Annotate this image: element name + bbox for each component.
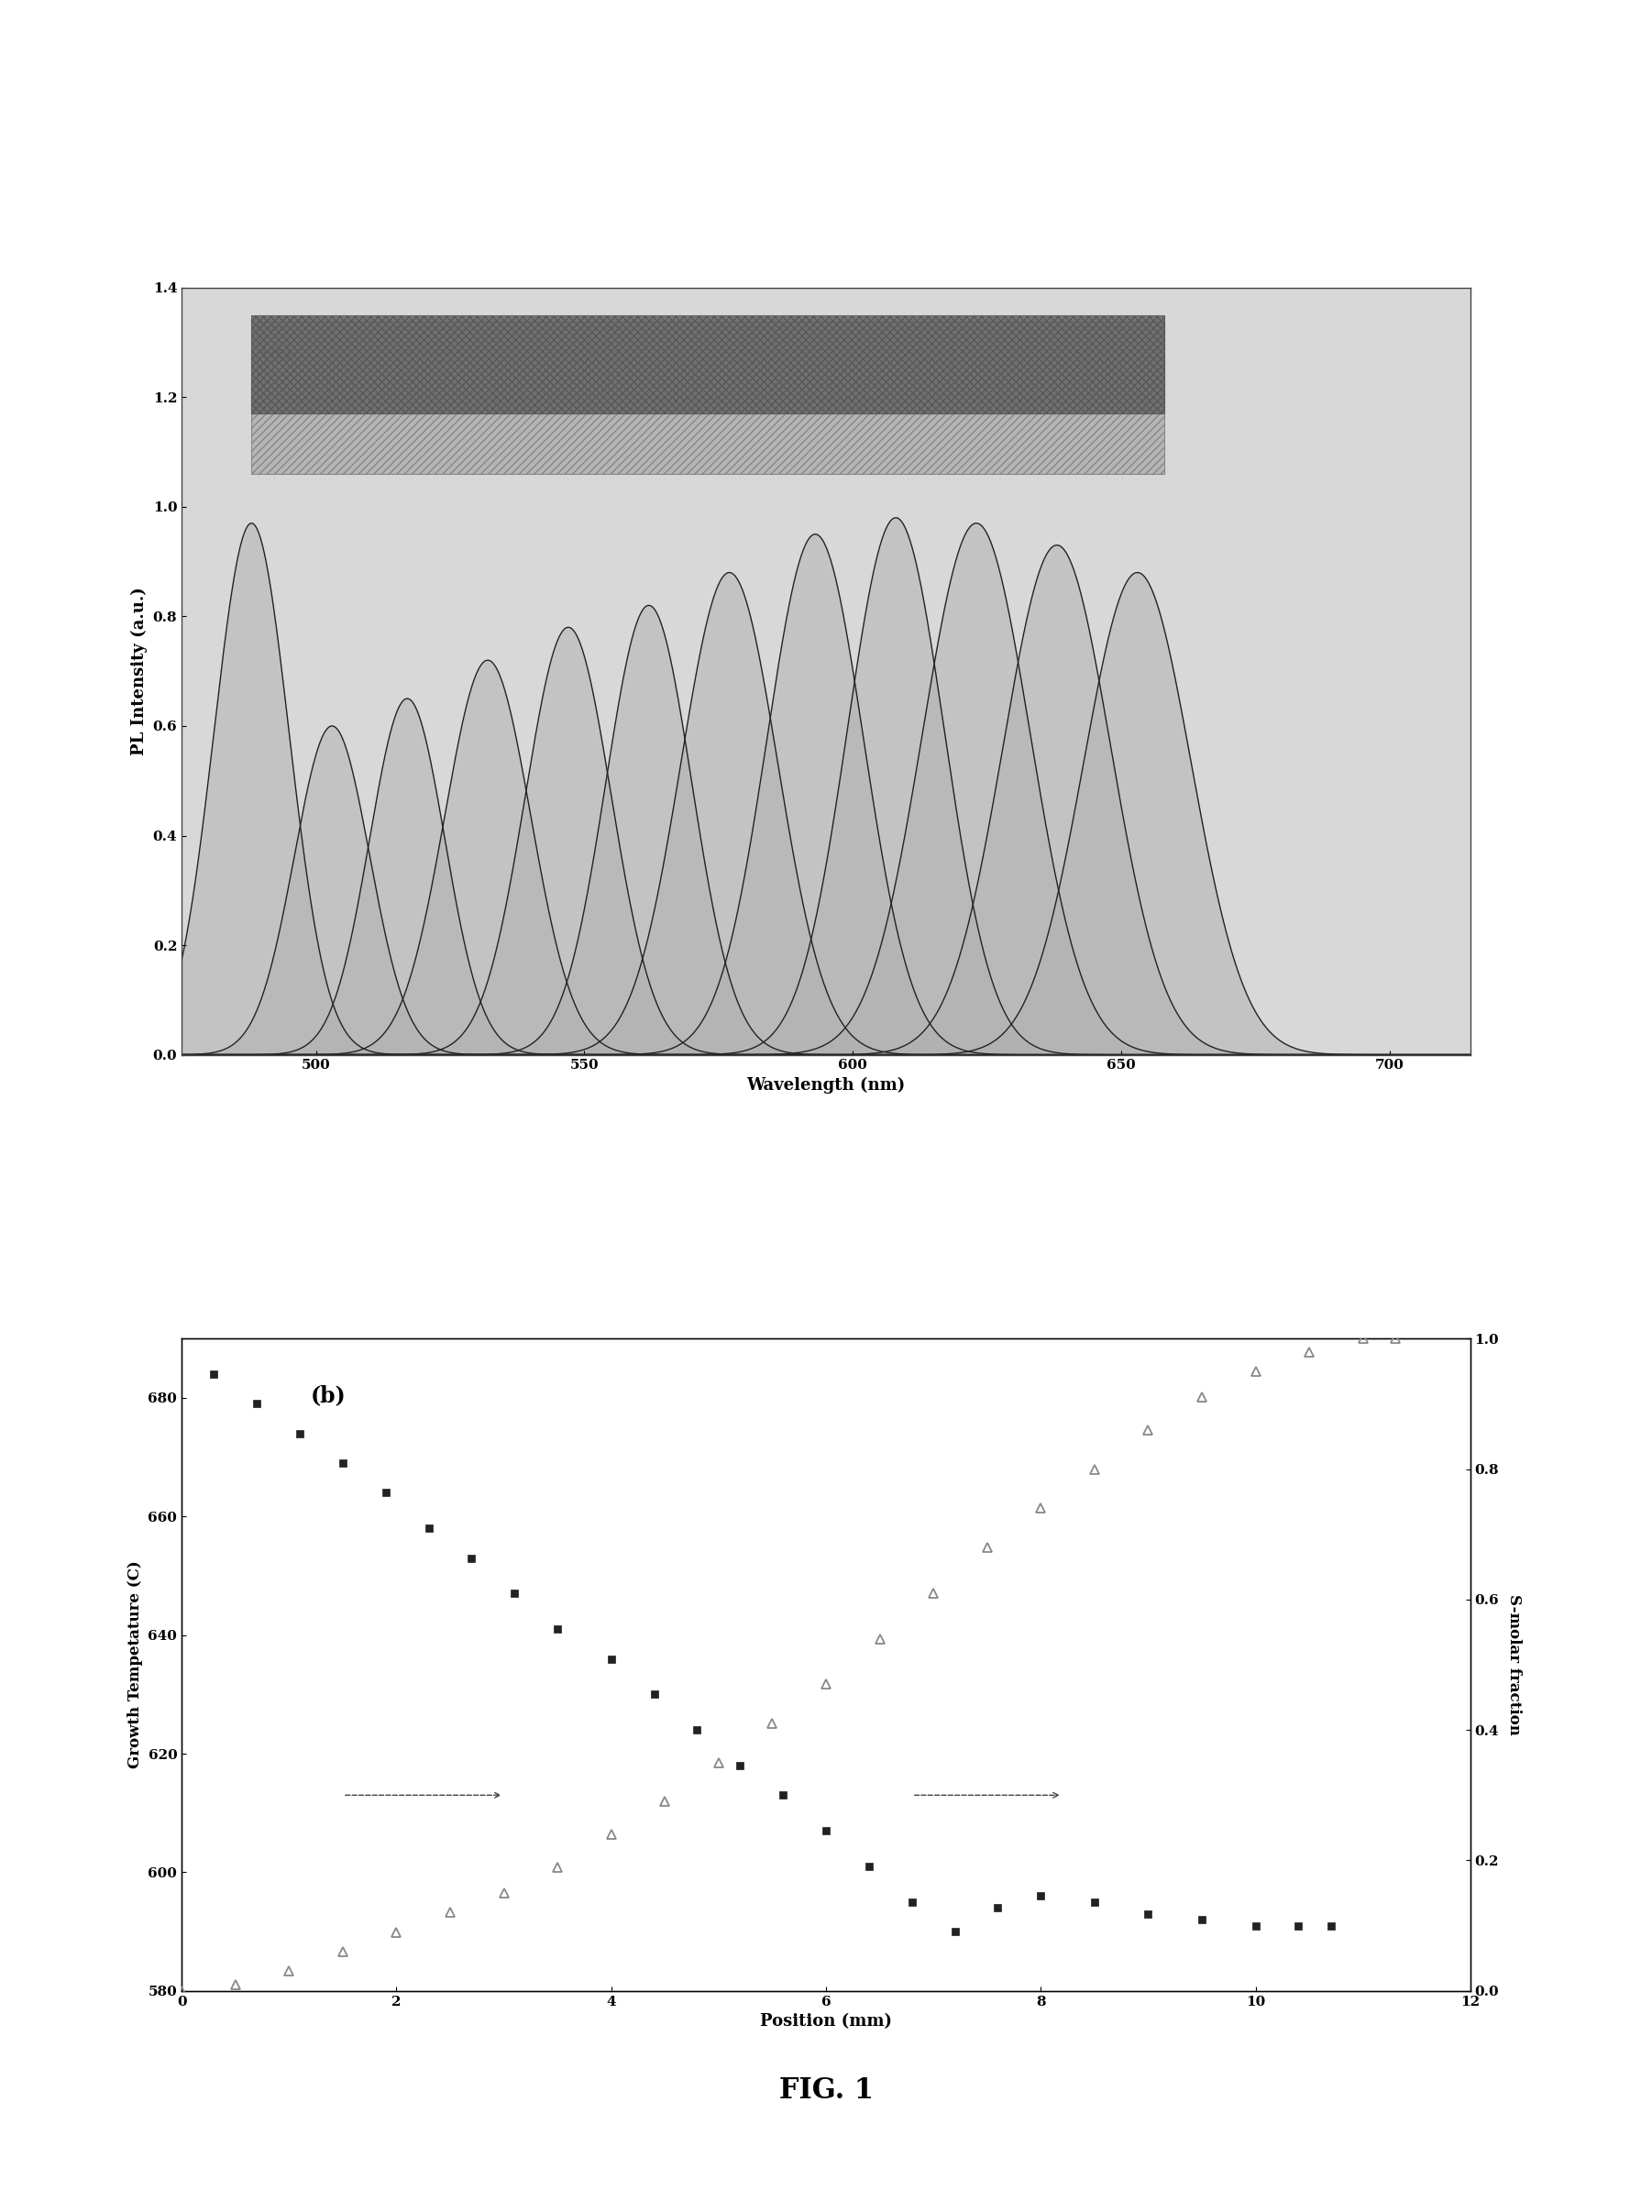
Bar	[251, 314, 1165, 414]
Text: (a): (a)	[259, 341, 294, 363]
Y-axis label: S-molar fraction: S-molar fraction	[1507, 1595, 1521, 1734]
Text: (b): (b)	[311, 1385, 347, 1407]
X-axis label: Position (mm): Position (mm)	[760, 2013, 892, 2031]
Y-axis label: Growth Tempetature (C): Growth Tempetature (C)	[127, 1562, 144, 1770]
Text: FIG. 1: FIG. 1	[778, 2077, 874, 2104]
Bar	[251, 321, 1165, 473]
X-axis label: Wavelength (nm): Wavelength (nm)	[747, 1077, 905, 1095]
Y-axis label: PL Intensity (a.u.): PL Intensity (a.u.)	[131, 586, 147, 754]
